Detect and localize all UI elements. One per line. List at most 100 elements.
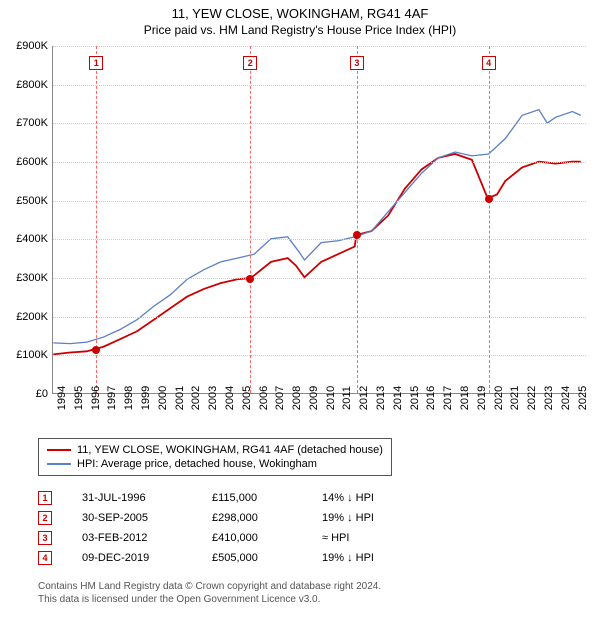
xtick-label: 1997: [106, 386, 118, 410]
xtick-label: 2018: [459, 386, 471, 410]
gridline: [53, 201, 586, 202]
xtick-label: 2025: [577, 386, 589, 410]
xtick-label: 2022: [526, 386, 538, 410]
xtick-label: 2005: [241, 386, 253, 410]
xtick-label: 1994: [56, 386, 68, 410]
sales-row-diff: ≈ HPI: [322, 532, 422, 544]
gridline: [53, 355, 586, 356]
xtick-label: 2021: [509, 386, 521, 410]
gridline: [53, 278, 586, 279]
sales-row-date: 03-FEB-2012: [82, 532, 212, 544]
ytick-label: £500K: [16, 195, 48, 207]
sale-vline: [250, 46, 251, 393]
ytick-label: £400K: [16, 233, 48, 245]
sales-row-price: £505,000: [212, 552, 322, 564]
xtick-label: 2015: [409, 386, 421, 410]
gridline: [53, 85, 586, 86]
sales-row-marker: 3: [38, 531, 52, 545]
legend-item-property: 11, YEW CLOSE, WOKINGHAM, RG41 4AF (deta…: [47, 443, 383, 457]
xtick-label: 2008: [291, 386, 303, 410]
xtick-label: 2006: [258, 386, 270, 410]
ytick-label: £200K: [16, 311, 48, 323]
chart-title: 11, YEW CLOSE, WOKINGHAM, RG41 4AF: [0, 0, 600, 21]
plot-area: 1 2 3 4: [52, 46, 586, 394]
gridline: [53, 46, 586, 47]
sales-row-marker: 2: [38, 511, 52, 525]
sale-marker-box: 3: [350, 56, 364, 70]
sales-row-date: 09-DEC-2019: [82, 552, 212, 564]
legend-swatch-hpi: [47, 463, 71, 465]
xtick-label: 2020: [493, 386, 505, 410]
sales-row-date: 30-SEP-2005: [82, 512, 212, 524]
xtick-label: 1998: [123, 386, 135, 410]
gridline: [53, 123, 586, 124]
ytick-label: £900K: [16, 40, 48, 52]
legend-label-property: 11, YEW CLOSE, WOKINGHAM, RG41 4AF (deta…: [77, 444, 383, 456]
ytick-label: £0: [36, 388, 48, 400]
xtick-label: 2003: [207, 386, 219, 410]
chart-lines-svg: [53, 46, 586, 393]
xtick-label: 2013: [375, 386, 387, 410]
sales-row-marker: 1: [38, 491, 52, 505]
sale-vline: [489, 46, 490, 393]
ytick-label: £300K: [16, 272, 48, 284]
sale-marker-box: 4: [482, 56, 496, 70]
legend-swatch-property: [47, 449, 71, 451]
gridline: [53, 162, 586, 163]
gridline: [53, 317, 586, 318]
xtick-label: 2016: [425, 386, 437, 410]
xtick-label: 2000: [157, 386, 169, 410]
sale-marker-box: 1: [89, 56, 103, 70]
xtick-label: 2004: [224, 386, 236, 410]
sales-row-price: £298,000: [212, 512, 322, 524]
sales-row-diff: 19% ↓ HPI: [322, 552, 422, 564]
xtick-label: 2001: [174, 386, 186, 410]
sale-dot: [246, 275, 254, 283]
xtick-label: 2011: [341, 386, 353, 410]
sales-row: 131-JUL-1996£115,00014% ↓ HPI: [38, 488, 422, 508]
xtick-label: 2017: [442, 386, 454, 410]
xtick-label: 2007: [274, 386, 286, 410]
footer-line2: This data is licensed under the Open Gov…: [38, 593, 381, 606]
sales-row-price: £410,000: [212, 532, 322, 544]
xtick-label: 2014: [392, 386, 404, 410]
ytick-label: £100K: [16, 349, 48, 361]
xtick-label: 2023: [543, 386, 555, 410]
sales-row-diff: 14% ↓ HPI: [322, 492, 422, 504]
gridline: [53, 239, 586, 240]
sales-table: 131-JUL-1996£115,00014% ↓ HPI230-SEP-200…: [38, 488, 422, 568]
ytick-label: £700K: [16, 117, 48, 129]
sale-dot: [485, 195, 493, 203]
chart-subtitle: Price paid vs. HM Land Registry's House …: [0, 21, 600, 43]
footer-line1: Contains HM Land Registry data © Crown c…: [38, 580, 381, 593]
ytick-label: £600K: [16, 156, 48, 168]
xtick-label: 2019: [476, 386, 488, 410]
sales-row-diff: 19% ↓ HPI: [322, 512, 422, 524]
xtick-label: 2010: [325, 386, 337, 410]
xtick-label: 2002: [190, 386, 202, 410]
sale-vline: [357, 46, 358, 393]
sales-row: 3 03-FEB-2012£410,000≈ HPI: [38, 528, 422, 548]
sales-row: 2 30-SEP-2005£298,00019% ↓ HPI: [38, 508, 422, 528]
sale-marker-box: 2: [243, 56, 257, 70]
series-line-property: [53, 154, 580, 354]
xtick-label: 2012: [358, 386, 370, 410]
series-line-hpi: [53, 110, 580, 344]
sales-row-price: £115,000: [212, 492, 322, 504]
legend-label-hpi: HPI: Average price, detached house, Woki…: [77, 458, 317, 470]
xtick-label: 1995: [73, 386, 85, 410]
sale-dot: [92, 346, 100, 354]
chart-container: 11, YEW CLOSE, WOKINGHAM, RG41 4AF Price…: [0, 0, 600, 620]
footer-attribution: Contains HM Land Registry data © Crown c…: [38, 580, 381, 606]
sale-vline: [96, 46, 97, 393]
xtick-label: 1996: [90, 386, 102, 410]
ytick-label: £800K: [16, 79, 48, 91]
xtick-label: 2009: [308, 386, 320, 410]
legend: 11, YEW CLOSE, WOKINGHAM, RG41 4AF (deta…: [38, 438, 392, 476]
legend-item-hpi: HPI: Average price, detached house, Woki…: [47, 457, 383, 471]
sales-row-marker: 4: [38, 551, 52, 565]
xtick-label: 1999: [140, 386, 152, 410]
sales-row: 4 09-DEC-2019£505,00019% ↓ HPI: [38, 548, 422, 568]
xtick-label: 2024: [560, 386, 572, 410]
sale-dot: [353, 231, 361, 239]
